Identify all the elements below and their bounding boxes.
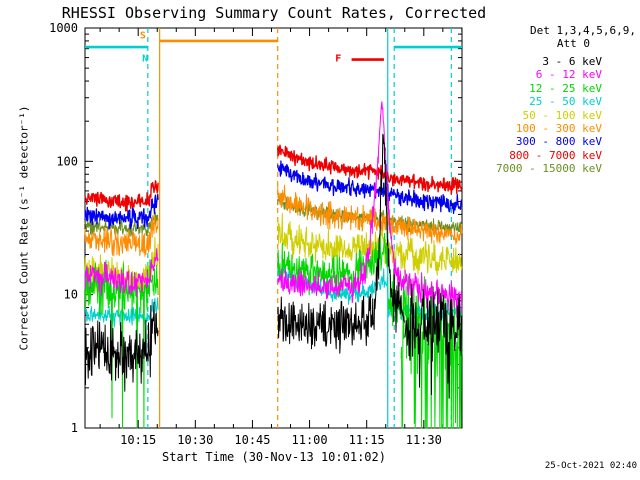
series-line-12-25keV [277,230,388,298]
x-tick-label: 11:30 [406,433,442,447]
legend-item: 25 - 50 keV [529,95,602,109]
series-line-300-800keV [277,160,463,214]
series-line-6-12keV [277,101,463,318]
series-line-800-7000keV [277,144,463,195]
x-tick-label: 10:30 [177,433,213,447]
series-line-3-6keV [84,301,159,392]
series-line-3-6keV [277,133,406,354]
event-flag-N: N [142,54,148,65]
legend-item: 50 - 100 keV [522,108,602,122]
legend-attenuator: Att 0 [556,37,590,50]
y-tick-label: 10 [64,288,78,302]
legend-header: Det 1,3,4,5,6,9, Att 0 [486,24,636,50]
y-tick-label: 100 [56,154,78,168]
x-tick-label: 10:15 [120,433,156,447]
legend-item: 300 - 800 keV [515,135,602,149]
x-tick-label: 11:00 [292,433,328,447]
legend-detectors: Det 1,3,4,5,6,9, [530,24,636,37]
series-line-100-300keV [84,215,159,257]
event-flag-F: F [335,54,341,65]
creation-timestamp: 25-Oct-2021 02:40 [544,461,637,471]
legend-item: 7000 - 15000 keV [496,162,602,176]
series-line-3-6keV [404,283,463,399]
series-line-7000-15000keV [84,211,159,237]
series-line-300-800keV [84,193,159,230]
x-tick-label: 11:15 [349,433,385,447]
series-line-100-300keV [277,184,463,245]
chart-title: RHESSI Observing Summary Count Rates, Co… [61,4,487,22]
series-line-800-7000keV [84,180,159,212]
event-flag-S: S [140,30,146,41]
x-tick-label: 10:45 [234,433,270,447]
y-tick-label: 1000 [49,21,78,35]
series-line-6-12keV [84,248,159,298]
x-axis-title: Start Time (30-Nov-13 10:01:02) [162,450,386,464]
y-tick-label: 1 [71,421,78,435]
legend: 3 - 6 keV 6 - 12 keV 12 - 25 keV 25 - 50 ke… [496,55,602,176]
legend-item: 6 - 12 keV [535,68,602,82]
legend-item: 3 - 6 keV [542,55,602,68]
series-line-50-100keV [84,236,159,297]
legend-item: 100 - 300 keV [515,122,602,136]
legend-item: 800 - 7000 keV [509,148,602,162]
legend-item: 12 - 25 keV [529,81,602,95]
